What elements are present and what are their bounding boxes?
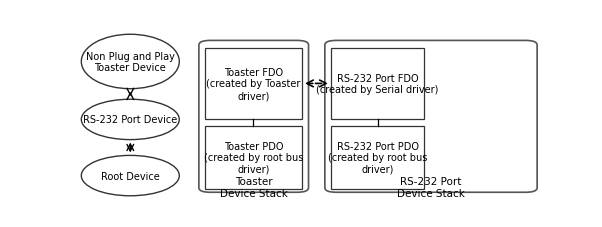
Text: Toaster FDO
(created by Toaster
driver): Toaster FDO (created by Toaster driver) — [206, 67, 300, 101]
Text: RS-232 Port
Device Stack: RS-232 Port Device Stack — [397, 176, 465, 198]
Bar — [205, 49, 302, 119]
Text: RS-232 Port Device: RS-232 Port Device — [83, 115, 178, 125]
Text: Toaster
Device Stack: Toaster Device Stack — [220, 176, 287, 198]
Bar — [205, 126, 302, 189]
Text: Root Device: Root Device — [101, 171, 160, 181]
Bar — [331, 49, 424, 119]
Text: Toaster PDO
(created by root bus
driver): Toaster PDO (created by root bus driver) — [204, 141, 303, 174]
Bar — [331, 126, 424, 189]
Text: RS-232 Port PDO
(created by root bus
driver): RS-232 Port PDO (created by root bus dri… — [328, 141, 427, 174]
Text: RS-232 Port FDO
(created by Serial driver): RS-232 Port FDO (created by Serial drive… — [317, 73, 439, 95]
Text: Non Plug and Play
Toaster Device: Non Plug and Play Toaster Device — [86, 52, 175, 73]
